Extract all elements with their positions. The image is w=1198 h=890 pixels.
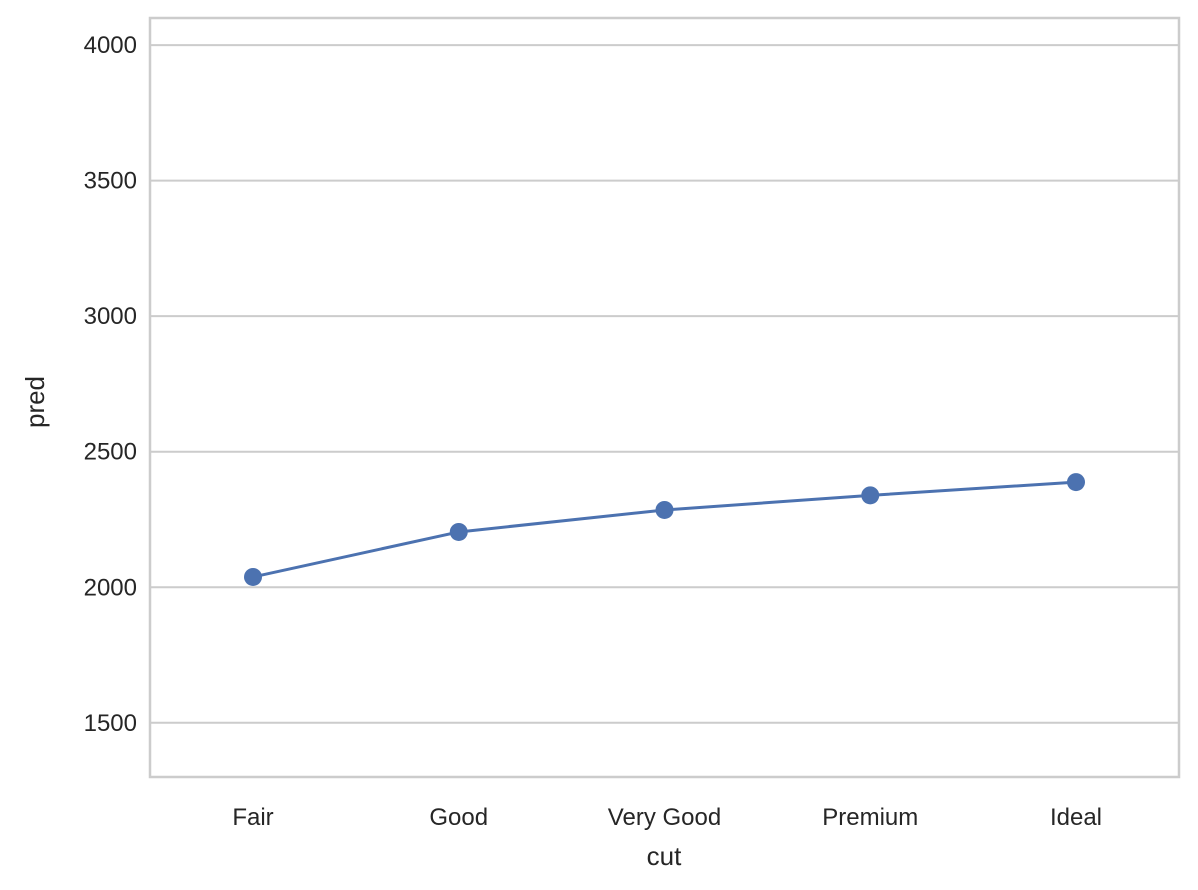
y-tick-label: 2000 (84, 574, 137, 601)
y-gridlines (150, 44, 1179, 724)
y-tick-label: 3000 (84, 303, 137, 330)
x-tick-label: Ideal (1050, 804, 1102, 831)
y-tick-label: 1500 (84, 710, 137, 737)
y-axis-title: pred (20, 376, 50, 428)
x-tick-label: Good (429, 804, 488, 831)
y-tick-label: 2500 (84, 439, 137, 466)
plot-background (150, 18, 1179, 777)
x-tick-label: Premium (822, 804, 918, 831)
x-tick-label: Very Good (608, 804, 721, 831)
data-point (449, 522, 468, 541)
x-tick-labels: Fair Good Very Good Premium Ideal (232, 804, 1102, 831)
x-tick-label: Fair (232, 804, 273, 831)
plot-frame (148, 16, 1181, 779)
data-point (244, 567, 262, 586)
data-point (655, 500, 674, 519)
data-point (1067, 473, 1085, 492)
y-tick-label: 4000 (84, 32, 137, 59)
y-tick-labels: 1500 2000 2500 3000 3500 4000 (84, 32, 137, 737)
series-pred (244, 473, 1085, 586)
x-axis-title: cut (647, 841, 682, 871)
data-point (861, 486, 880, 505)
y-tick-label: 3500 (84, 168, 137, 195)
